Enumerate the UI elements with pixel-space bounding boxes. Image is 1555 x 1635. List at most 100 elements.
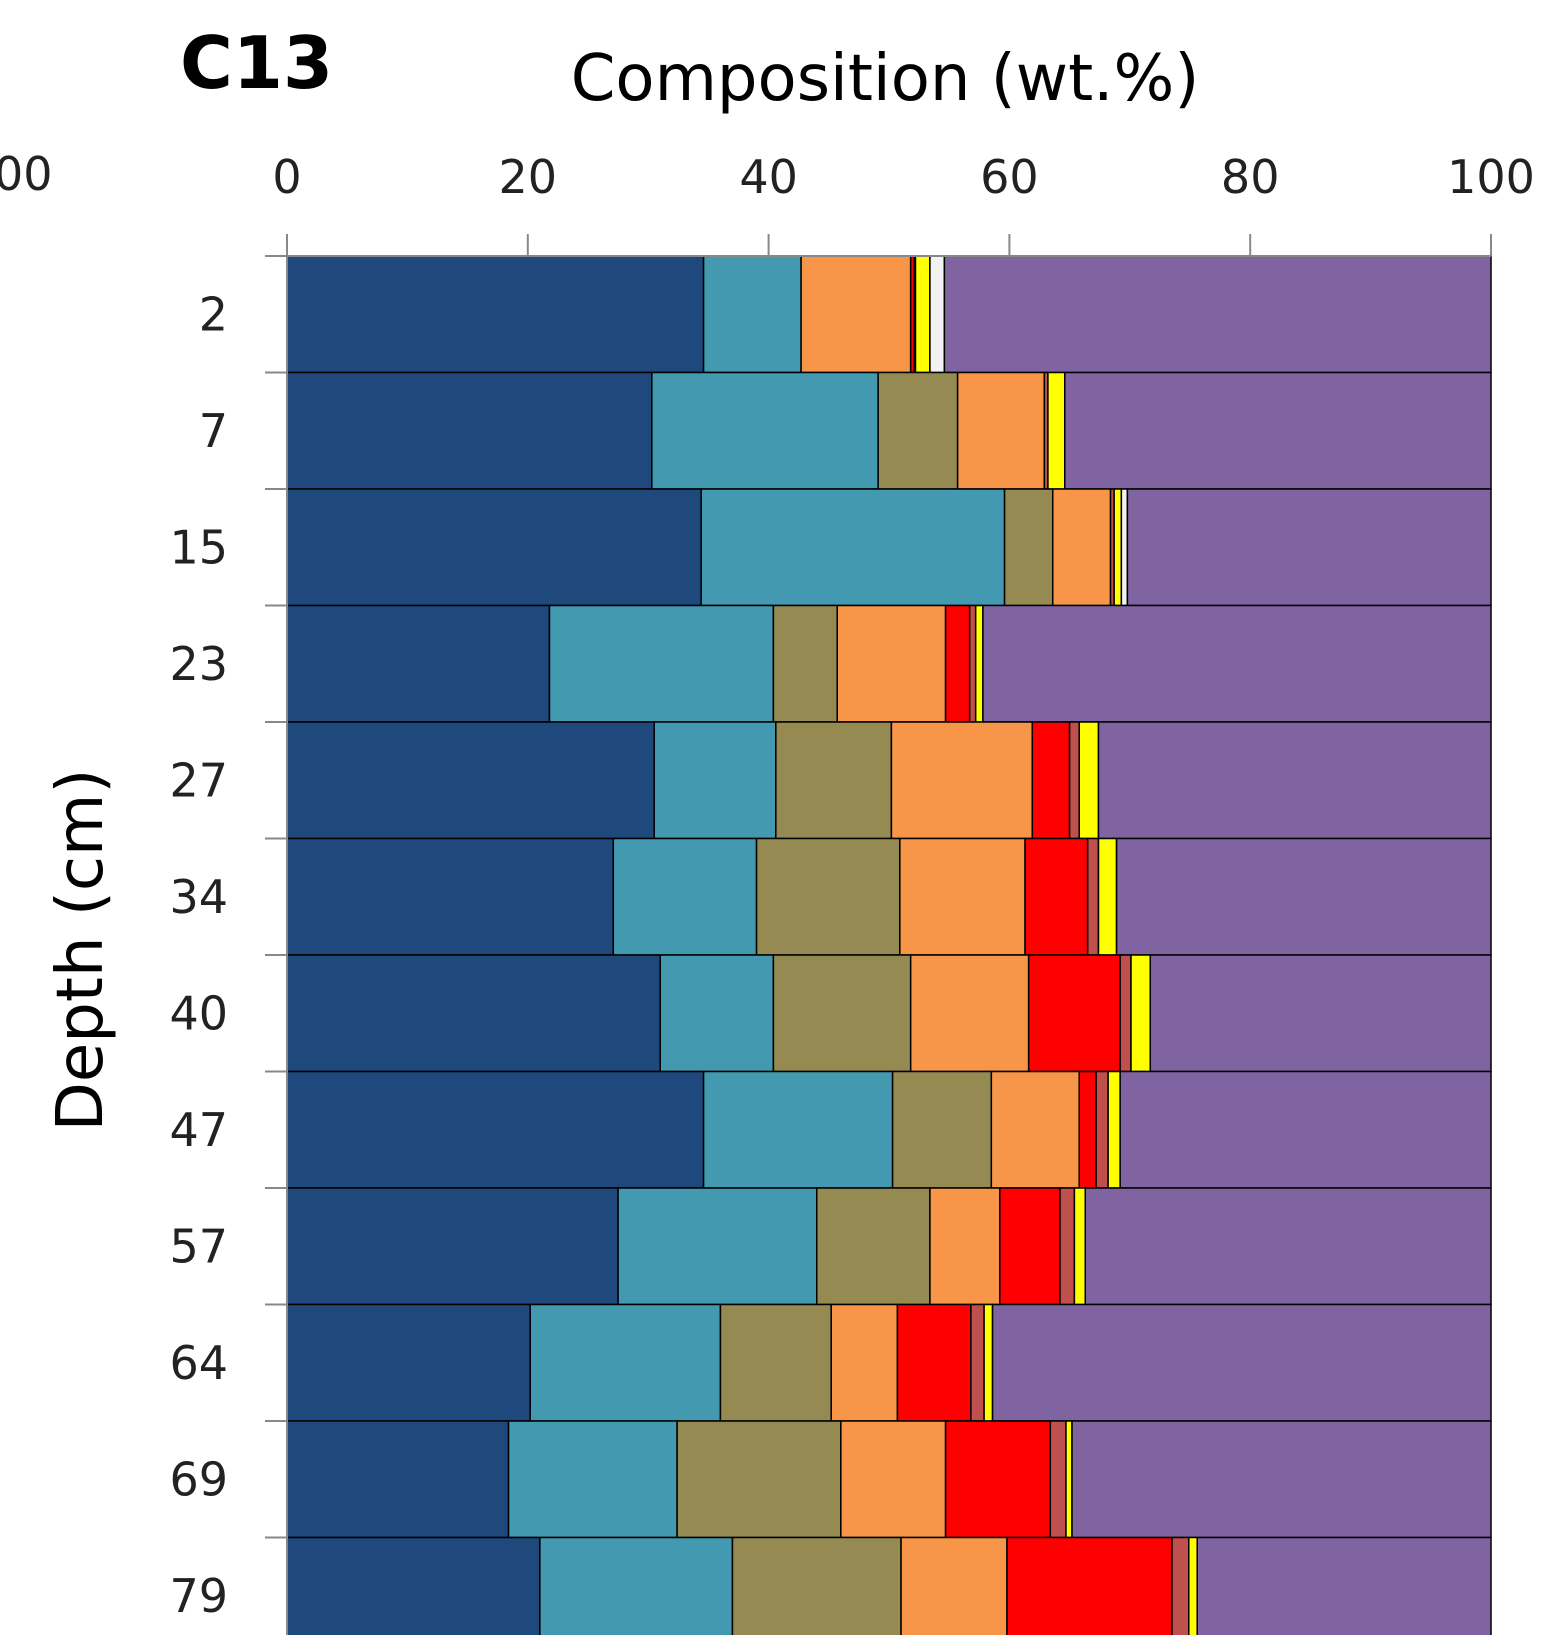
x-tick-label-80: 80 [1221,150,1280,204]
bar-segment-depth-64-component-7 [983,1303,994,1422]
bar-segment-depth-64-component-2 [529,1303,722,1422]
y-tick-label-40: 40 [169,986,228,1040]
bar-segment-depth-57-component-6 [1059,1187,1076,1306]
bar-segment-depth-57-component-9 [1084,1187,1492,1306]
bar-segment-depth-2-component-1 [286,255,705,374]
bar-segment-depth-57-component-7 [1073,1187,1087,1306]
bar-segment-depth-69-component-1 [286,1420,510,1539]
bar-segment-depth-27-component-6 [1068,721,1080,840]
bar-segment-depth-34-component-6 [1086,837,1100,956]
bar-segment-depth-47-component-5 [1078,1070,1097,1189]
bar-segment-depth-23-component-6 [968,604,977,723]
bar-segment-depth-27-component-7 [1078,721,1100,840]
panel-label: C13 [180,21,333,105]
x-tick-label-60: 60 [980,150,1039,204]
bar-segment-depth-40-component-5 [1027,954,1121,1073]
y-tick-label-47: 47 [169,1103,228,1157]
bar-segment-depth-40-component-6 [1119,954,1132,1073]
bar-segment-depth-34-component-4 [899,837,1026,956]
bar-segment-depth-47-component-4 [990,1070,1080,1189]
bar-segment-depth-79-component-6 [1171,1536,1190,1635]
bar-segment-depth-34-component-5 [1024,837,1089,956]
bar-segment-depth-40-component-1 [286,954,661,1073]
bar-segment-depth-23-component-4 [836,604,947,723]
bar-segment-depth-64-component-5 [896,1303,972,1422]
bar-segment-depth-40-component-4 [909,954,1030,1073]
bar-segment-depth-47-component-9 [1119,1070,1492,1189]
bar-segment-depth-69-component-9 [1071,1420,1492,1539]
bar-segment-depth-40-component-3 [772,954,912,1073]
bar-segment-depth-64-component-3 [719,1303,832,1422]
y-tick-label-2: 2 [199,287,228,341]
y-tick-label-23: 23 [169,637,228,691]
bar-segment-depth-57-component-5 [999,1187,1061,1306]
bar-segment-depth-57-component-2 [617,1187,818,1306]
bar-segment-depth-7-component-7 [1047,371,1066,490]
y-tick-label-64: 64 [169,1336,228,1390]
bar-segment-depth-57-component-4 [929,1187,1001,1306]
bar-segment-depth-79-component-4 [900,1536,1008,1635]
bar-segment-depth-23-component-1 [286,604,551,723]
y-tick-label-69: 69 [169,1452,228,1506]
left-cut-tick-label: 00 [0,147,53,201]
bar-segment-depth-79-component-3 [731,1536,902,1635]
y-axis-title: Depth (cm) [44,769,118,1132]
y-tick-label-15: 15 [169,520,228,574]
bar-segment-depth-15-component-9 [1126,488,1492,607]
bar-segment-depth-15-component-1 [286,488,702,607]
bar-segment-depth-47-component-6 [1095,1070,1109,1189]
bar-segment-depth-64-component-6 [970,1303,985,1422]
bar-segment-depth-2-component-9 [943,255,1492,374]
bar-segment-depth-2-component-2 [702,255,802,374]
bar-segment-depth-79-component-9 [1196,1536,1492,1635]
bar-segment-depth-47-component-3 [891,1070,993,1189]
bar-segment-depth-27-component-4 [890,721,1034,840]
bar-segment-depth-15-component-3 [1003,488,1054,607]
bar-segment-depth-69-component-7 [1065,1420,1073,1539]
bar-segment-depth-79-component-7 [1188,1536,1198,1635]
bar-segment-depth-7-component-9 [1064,371,1492,490]
y-tick-label-57: 57 [169,1219,228,1273]
bar-segment-depth-7-component-2 [651,371,879,490]
bar-segment-depth-34-component-1 [286,837,615,956]
bar-segment-depth-69-component-2 [507,1420,678,1539]
x-tick-label-20: 20 [499,150,558,204]
bar-segment-depth-15-component-4 [1051,488,1112,607]
bar-segment-depth-27-component-1 [286,721,655,840]
bar-segment-depth-27-component-3 [775,721,893,840]
bar-segment-depth-79-component-5 [1006,1536,1173,1635]
bar-segment-depth-79-component-1 [286,1536,541,1635]
bar-segment-depth-47-component-1 [286,1070,705,1189]
bar-segment-depth-40-component-7 [1130,954,1152,1073]
x-tick-label-40: 40 [739,150,798,204]
bar-segment-depth-23-component-7 [974,604,984,723]
bar-segment-depth-15-component-2 [700,488,1006,607]
bar-segment-depth-47-component-7 [1107,1070,1121,1189]
bar-segment-depth-34-component-3 [755,837,901,956]
bar-segment-depth-57-component-3 [816,1187,931,1306]
bar-segment-depth-15-component-8 [1120,488,1129,607]
bar-segment-depth-23-component-2 [548,604,775,723]
bar-segment-depth-69-component-5 [944,1420,1052,1539]
bar-segment-depth-34-component-2 [612,837,758,956]
bar-segment-depth-27-component-9 [1097,721,1492,840]
bar-segment-depth-40-component-2 [659,954,775,1073]
bar-segment-depth-69-component-3 [676,1420,842,1539]
bar-segment-depth-34-component-9 [1115,837,1492,956]
x-axis-title: Composition (wt.%) [571,42,1200,116]
bar-segment-depth-64-component-1 [286,1303,531,1422]
bar-segment-depth-2-component-8 [929,255,946,374]
bar-segment-depth-57-component-1 [286,1187,619,1306]
y-tick-label-34: 34 [169,870,228,924]
bar-segment-depth-69-component-4 [840,1420,947,1539]
bar-segment-depth-34-component-7 [1097,837,1118,956]
bar-segment-depth-79-component-2 [539,1536,734,1635]
bar-segment-depth-23-component-3 [772,604,838,723]
bar-segment-depth-7-component-1 [286,371,653,490]
bar-segment-depth-2-component-7 [914,255,931,374]
bar-segment-depth-23-component-5 [944,604,971,723]
x-tick-label-100: 100 [1447,150,1535,204]
bar-segment-depth-40-component-9 [1149,954,1492,1073]
